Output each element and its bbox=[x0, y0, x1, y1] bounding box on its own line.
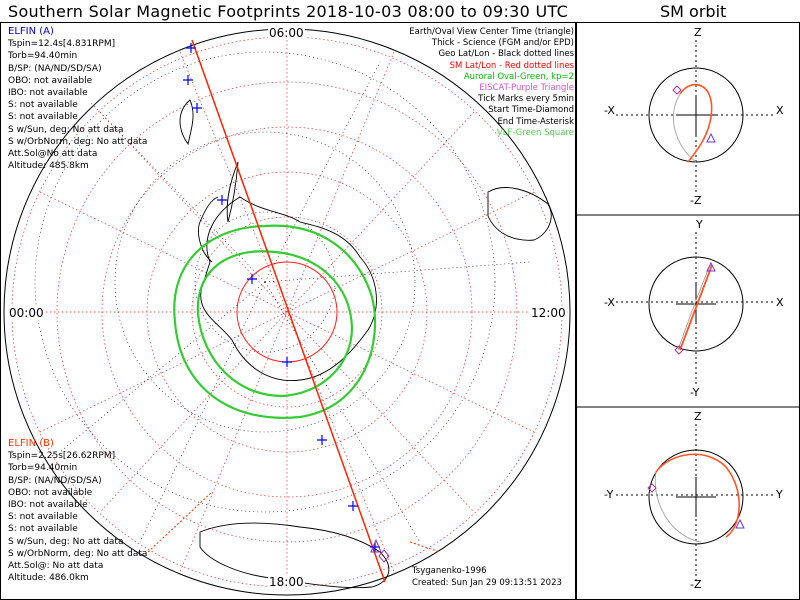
hour-label-bottom: 18:00 bbox=[268, 575, 305, 589]
map-legend: Earth/Oval View Center Time (triangle) T… bbox=[409, 27, 574, 139]
model-credit: Tsyganenko-1996 bbox=[412, 566, 487, 576]
legend-item: Tick Marks every 5min bbox=[478, 94, 574, 105]
orbit3-left-label: -Y bbox=[604, 488, 614, 501]
africa-coast bbox=[487, 187, 552, 241]
sm-meridian-dotted bbox=[147, 491, 213, 553]
spacecraft-a-line: Att.Sol@No att data bbox=[8, 149, 98, 160]
orbit-panel-xz bbox=[616, 40, 776, 194]
tick-mark bbox=[247, 274, 257, 284]
page-title: Southern Solar Magnetic Footprints 2018-… bbox=[8, 2, 569, 21]
legend-item: Earth/Oval View Center Time (triangle) bbox=[409, 27, 574, 37]
tick-mark bbox=[317, 435, 327, 445]
spacecraft-b-line: Tspin=2.25s[26.62RPM] bbox=[8, 451, 116, 462]
footprint-track bbox=[191, 39, 386, 583]
start-diamond bbox=[378, 549, 390, 563]
orbit1-bottom-label: -Z bbox=[690, 194, 702, 207]
orbit2-top-label: Y bbox=[696, 218, 703, 231]
tick-mark bbox=[186, 43, 196, 53]
track-tick-marks bbox=[183, 43, 380, 552]
spacecraft-b-line: Torb=94.40min bbox=[8, 463, 78, 474]
new-zealand-coast bbox=[179, 99, 194, 146]
legend-item: Thick - Science (FGM and/or EPD) bbox=[431, 38, 574, 49]
antarctic-peninsula bbox=[198, 196, 219, 263]
spacecraft-b-name: ELFIN (B) bbox=[8, 438, 54, 449]
legend-item: Geo Lat/Lon - Black dotted lines bbox=[438, 49, 574, 60]
coastlines bbox=[179, 99, 552, 589]
sm-orbit-title: SM orbit bbox=[660, 2, 727, 21]
spacecraft-a-line: Tspin=12.4s[4.831RPM] bbox=[8, 39, 116, 50]
spacecraft-b-line: IBO: not available bbox=[8, 500, 88, 511]
orbit1-left-label: -X bbox=[604, 104, 615, 117]
spacecraft-a-line: Torb=94.40min bbox=[8, 51, 78, 62]
orbit-panel-xy bbox=[616, 232, 776, 387]
spacecraft-b-line: OBO: not available bbox=[8, 487, 93, 498]
hour-label-top: 06:00 bbox=[268, 26, 305, 40]
spacecraft-a-line: S w/OrbNorm, deg: No att data bbox=[8, 136, 148, 147]
spacecraft-b-line: S: not available bbox=[8, 524, 78, 535]
orbit2-bottom-label: -Y bbox=[690, 386, 700, 399]
orbit2-right-label: X bbox=[776, 296, 784, 309]
legend-item: SM Lat/Lon - Red dotted lines bbox=[449, 60, 574, 71]
tick-mark bbox=[348, 501, 358, 511]
spacecraft-a-name: ELFIN (A) bbox=[8, 26, 54, 37]
legend-item: Auroral Oval-Green, kp=2 bbox=[463, 71, 574, 82]
eiscat-triangle bbox=[370, 538, 382, 553]
spacecraft-b-line: Att.Sol@: No att data bbox=[8, 561, 104, 572]
spacecraft-a-line: B/SP: (NA/ND/SD/SA) bbox=[8, 63, 102, 74]
orbit3-bottom-label: -Z bbox=[690, 578, 702, 591]
spacecraft-a-info: ELFIN (A) Tspin=12.4s[4.831RPM] Torb=94.… bbox=[8, 26, 147, 172]
credits: Tsyganenko-1996 Created: Sun Jan 29 09:1… bbox=[412, 566, 562, 589]
spacecraft-a-line: S: not available bbox=[8, 100, 78, 111]
created-timestamp: Created: Sun Jan 29 09:13:51 2023 bbox=[412, 577, 562, 588]
orbit1-right-label: X bbox=[776, 104, 784, 117]
tick-mark bbox=[217, 195, 227, 205]
tick-mark bbox=[183, 75, 193, 85]
spacecraft-a-line: OBO: not available bbox=[8, 75, 93, 86]
legend-item: End Time-Asterisk bbox=[497, 116, 574, 127]
spacecraft-b-line: S w/OrbNorm, deg: No att data bbox=[8, 548, 148, 559]
tick-mark bbox=[192, 103, 202, 113]
legend-item: EISCAT-Purple Triangle bbox=[479, 83, 574, 94]
australia-coast bbox=[199, 522, 390, 589]
spacecraft-a-line: S w/Sun, deg: No att data bbox=[8, 124, 124, 135]
auroral-oval-inner bbox=[196, 250, 354, 398]
orbit3-top-label: Z bbox=[694, 410, 702, 423]
spacecraft-b-info: ELFIN (B) Tspin=2.25s[26.62RPM] Torb=94.… bbox=[8, 438, 147, 584]
spacecraft-b-line: B/SP: (NA/ND/SD/SA) bbox=[8, 475, 102, 486]
spacecraft-b-line: S w/Sun, deg: No att data bbox=[8, 536, 124, 547]
hour-label-left: 00:00 bbox=[8, 306, 45, 320]
antarctica-coast bbox=[200, 196, 377, 382]
orbit-panel-yz bbox=[616, 424, 776, 582]
south-america-tip bbox=[226, 161, 239, 223]
tick-mark bbox=[282, 357, 292, 367]
spacecraft-a-line: IBO: not available bbox=[8, 88, 88, 99]
auroral-oval-outer bbox=[173, 224, 376, 419]
spacecraft-a-line: S: not available bbox=[8, 112, 78, 123]
legend-item: Start Time-Diamond bbox=[488, 105, 574, 116]
spacecraft-b-line: Altitude: 486.0km bbox=[8, 573, 89, 584]
orbit2-left-label: -X bbox=[604, 296, 615, 309]
spacecraft-b-line: S: not available bbox=[8, 512, 78, 523]
orbit3-right-label: Y bbox=[776, 488, 783, 501]
spacecraft-a-line: Altitude: 485.8km bbox=[8, 161, 89, 172]
sm-meridian-dotted bbox=[409, 541, 441, 553]
orbit1-top-label: Z bbox=[694, 26, 702, 39]
legend-item: VLF-Green Square bbox=[496, 127, 574, 138]
hour-label-right: 12:00 bbox=[530, 306, 567, 320]
